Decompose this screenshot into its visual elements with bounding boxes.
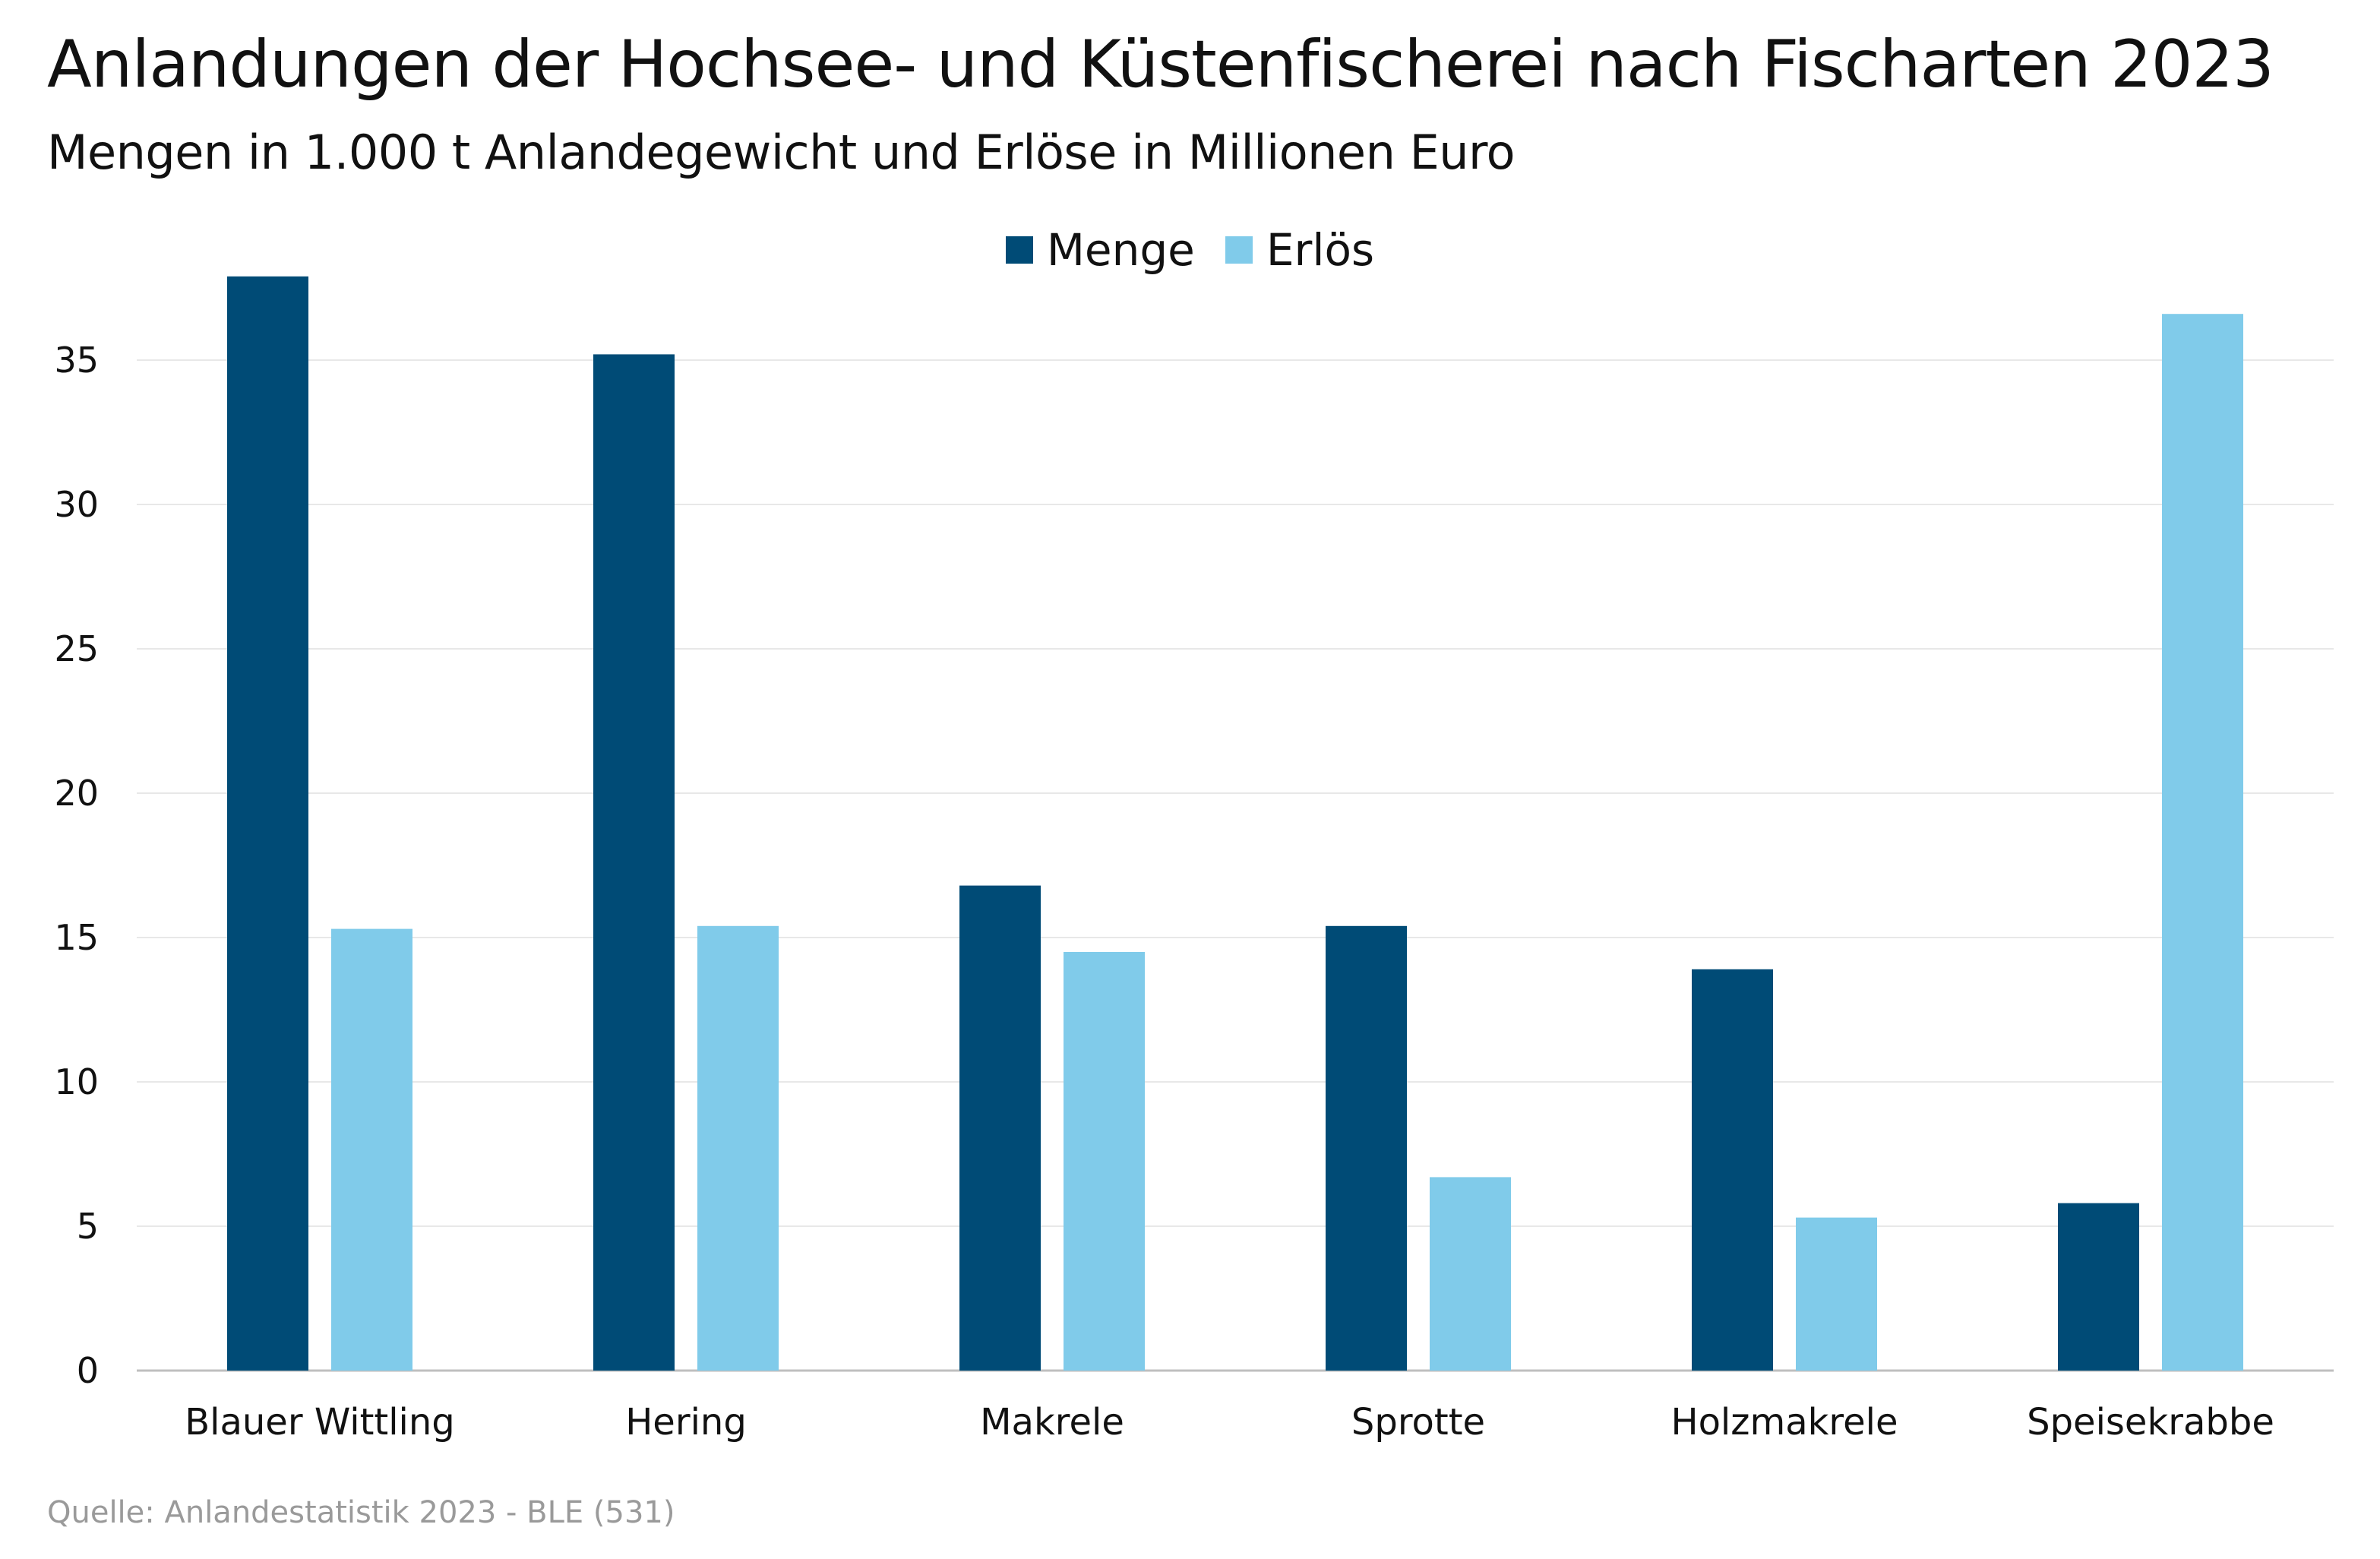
bar-erloes (1064, 952, 1145, 1371)
x-tick-label: Holzmakrele (1670, 1401, 1898, 1444)
bar-erloes (1430, 1177, 1511, 1371)
bar-erloes (697, 925, 779, 1371)
legend-item-menge: Menge (1005, 224, 1195, 276)
bar-erloes (1796, 1217, 1877, 1371)
bar-menge (227, 276, 308, 1371)
bar-menge (2058, 1203, 2139, 1371)
y-tick-label: 30 (54, 484, 99, 525)
chart-title: Anlandungen der Hochsee- und Küstenfisch… (47, 27, 2274, 103)
bar-menge (593, 354, 675, 1371)
legend-label-erloes: Erlös (1266, 224, 1375, 276)
y-tick-label: 10 (54, 1061, 99, 1102)
legend-swatch-menge (1005, 236, 1033, 264)
bar-menge (959, 885, 1041, 1371)
x-tick-label: Speisekrabbe (2027, 1401, 2274, 1444)
source-note: Quelle: Anlandestatistik 2023 - BLE (531… (47, 1495, 675, 1530)
y-tick-label: 15 (54, 917, 99, 958)
legend-item-erloes: Erlös (1225, 228, 1374, 272)
bar-erloes (2162, 314, 2243, 1371)
legend: Menge Erlös (0, 228, 2380, 272)
y-tick-label: 20 (54, 773, 99, 814)
y-tick-label: 5 (77, 1206, 99, 1247)
legend-label-menge: Menge (1046, 224, 1195, 276)
x-tick-label: Hering (625, 1401, 747, 1444)
bar-erloes (331, 928, 412, 1371)
x-tick-label: Sprotte (1351, 1401, 1485, 1444)
y-tick-label: 25 (54, 628, 99, 669)
x-tick-label: Makrele (980, 1401, 1124, 1444)
legend-swatch-erloes (1225, 236, 1253, 264)
y-tick-label: 35 (54, 340, 99, 381)
bar-menge (1692, 969, 1773, 1371)
y-tick-label: 0 (77, 1350, 99, 1391)
bar-menge (1326, 925, 1407, 1371)
x-tick-label: Blauer Wittling (185, 1401, 455, 1444)
chart-subtitle: Mengen in 1.000 t Anlandegewicht und Erl… (47, 125, 1516, 180)
